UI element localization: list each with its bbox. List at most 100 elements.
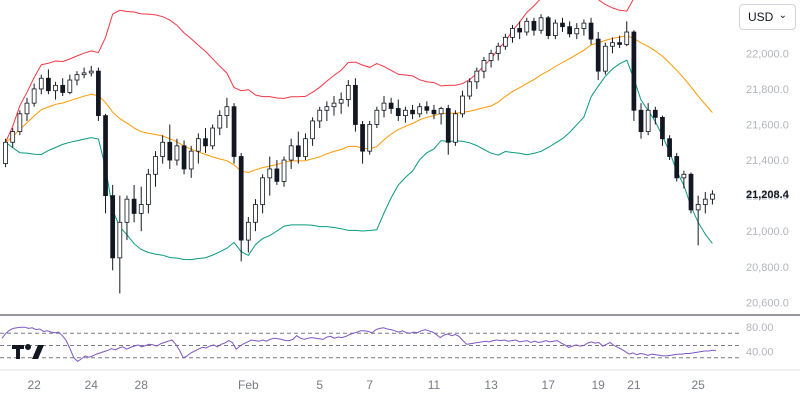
candle-up-body <box>474 70 480 83</box>
candle-up-body <box>195 138 201 152</box>
candle <box>688 172 694 214</box>
candle-up-body <box>24 102 30 115</box>
candle-down-body <box>360 124 365 152</box>
candle <box>574 23 580 40</box>
candle <box>117 195 123 294</box>
candle <box>53 81 58 100</box>
candle <box>538 14 544 34</box>
candle-down-body <box>96 70 101 116</box>
candle <box>488 49 494 68</box>
candle-up-body <box>552 22 558 36</box>
candle <box>303 133 308 161</box>
candle <box>167 124 173 169</box>
candle <box>345 80 351 107</box>
candle-down-body <box>231 106 237 157</box>
price-axis-label: 20,800.0 <box>746 262 789 274</box>
candle-up-body <box>345 84 351 100</box>
bollinger-upper-band <box>5 0 634 143</box>
candle <box>174 138 180 166</box>
candle <box>360 120 365 164</box>
candle-up-body <box>88 70 94 74</box>
candle <box>295 131 301 164</box>
time-axis-label: 5 <box>316 378 323 392</box>
candle-down-body <box>588 22 594 40</box>
candle <box>552 19 558 40</box>
candle <box>467 78 473 100</box>
candle-up-body <box>702 198 708 205</box>
candle-down-body <box>103 115 108 197</box>
candle <box>660 115 665 146</box>
candle <box>503 33 508 50</box>
currency-selector-button[interactable]: USD ⌄ <box>739 4 796 30</box>
candle <box>103 113 108 214</box>
candle <box>281 156 287 187</box>
time-axis-label: 22 <box>27 378 41 392</box>
candle <box>374 106 380 129</box>
candle-up-body <box>331 102 337 108</box>
candle-up-body <box>288 145 294 161</box>
candle-up-body <box>574 28 580 35</box>
time-axis-label: 28 <box>135 378 149 392</box>
candle <box>253 199 258 232</box>
candle <box>260 174 265 214</box>
candle <box>567 21 572 38</box>
candle-down-body <box>431 109 437 115</box>
candle-up-body <box>303 138 308 157</box>
candle <box>610 37 615 54</box>
candle <box>431 104 437 120</box>
candle-down-body <box>638 109 644 133</box>
candle <box>181 140 187 175</box>
candle <box>624 21 630 47</box>
candle <box>324 101 330 121</box>
candle-up-body <box>481 60 487 72</box>
rsi-axis-label: 80.00 <box>746 322 774 334</box>
candle <box>581 19 587 36</box>
candle-up-body <box>67 79 73 93</box>
candle <box>74 71 80 86</box>
candle-down-body <box>395 108 401 116</box>
candle-up-body <box>460 95 465 115</box>
candle-up-body <box>124 198 130 223</box>
candle-up-body <box>453 113 458 143</box>
candle <box>124 195 130 241</box>
candle-up-body <box>31 88 37 104</box>
candle-down-body <box>410 109 415 115</box>
candle-down-body <box>167 141 173 161</box>
candle-up-body <box>381 102 387 111</box>
candle <box>81 67 87 79</box>
candle <box>531 17 537 36</box>
candle-down-body <box>388 102 394 109</box>
candle <box>395 99 401 121</box>
time-axis-label: Feb <box>238 378 259 392</box>
candle <box>17 110 23 136</box>
candle-down-body <box>274 168 280 182</box>
candle-up-body <box>503 36 508 47</box>
tradingview-logo-icon <box>12 344 44 359</box>
candle-up-body <box>645 109 651 133</box>
candle-up-body <box>602 45 608 72</box>
candle-down-body <box>617 42 622 45</box>
candle <box>217 110 223 136</box>
candle <box>681 170 687 189</box>
candle <box>631 30 637 121</box>
candle-down-body <box>46 77 51 92</box>
candle <box>195 133 201 164</box>
candle-down-body <box>181 145 187 170</box>
candle-down-body <box>667 138 672 157</box>
candle <box>588 17 594 45</box>
candle-down-body <box>517 28 523 33</box>
price-axis-label: 21,800.0 <box>746 84 789 96</box>
candle-up-body <box>174 145 180 161</box>
candle <box>667 135 672 161</box>
rsi-axis-label: 40.00 <box>746 347 774 359</box>
candle-up-body <box>3 141 8 165</box>
candle-up-body <box>367 124 373 152</box>
candle <box>238 152 244 262</box>
candle-down-body <box>60 84 66 93</box>
candle <box>453 110 458 146</box>
time-axis-label: 7 <box>366 378 373 392</box>
candle-up-body <box>146 173 151 205</box>
candle <box>203 128 208 153</box>
candle-down-body <box>445 108 451 143</box>
